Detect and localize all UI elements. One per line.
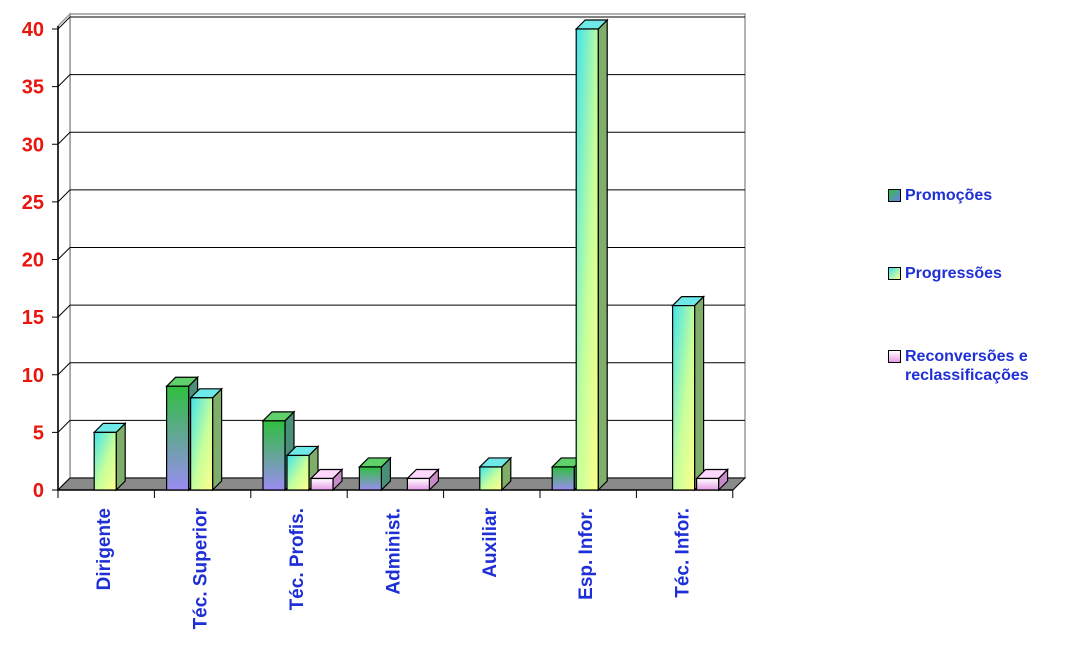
x-axis-ticks: Dirigente Téc. Superior Téc. Profis. Admini…: [57, 490, 734, 629]
bar-front: [310, 477, 334, 491]
y-tick-label: 15: [22, 307, 44, 329]
gridline-side: [57, 247, 71, 260]
y-tick-label: 20: [22, 250, 44, 272]
bar-reconversoes: [695, 468, 730, 492]
bar-front: [406, 477, 430, 491]
gridline-side: [57, 304, 71, 318]
y-tick-label: 30: [22, 134, 44, 156]
bar-reconversoes: [405, 468, 440, 492]
legend-item-promocoes: Promoções: [888, 186, 992, 205]
y-axis-ticks: 0 5 10 15 20 25 30 35 40: [22, 19, 58, 502]
bar-front: [190, 397, 214, 491]
y-tick-label: 25: [22, 192, 44, 214]
bar-front: [479, 466, 503, 491]
y-tick-label: 10: [22, 365, 44, 387]
gridline-side: [57, 362, 71, 376]
legend-swatch-reconversoes: [888, 350, 901, 363]
legend-swatch-progressoes: [888, 267, 901, 280]
floor-plane: [56, 477, 747, 491]
bar-promocoes: [357, 456, 392, 492]
bar-progressoes: [189, 387, 224, 492]
bar-side: [212, 387, 223, 492]
gridline-side: [57, 131, 71, 145]
bar-side: [693, 295, 705, 492]
bar-front: [575, 28, 599, 491]
bar-front: [166, 385, 190, 491]
bar-progressoes: [671, 295, 706, 492]
y-tick-label: 40: [22, 19, 44, 41]
legend-item-progressoes: Progressões: [888, 264, 1002, 283]
bars: [92, 18, 730, 492]
gridline-side: [57, 189, 71, 203]
bar-front: [262, 420, 286, 491]
x-tick-label: Esp. Infor.: [576, 508, 597, 600]
bar-front: [286, 454, 310, 491]
y-tick-label: 5: [33, 422, 44, 444]
gridline-side: [57, 74, 71, 87]
x-tick-label: Téc. Infor.: [673, 508, 694, 598]
bar-progressoes: [574, 18, 609, 492]
x-tick-label: Dirigente: [94, 508, 115, 590]
x-tick-label: Administ.: [383, 508, 404, 595]
y-tick-label: 35: [22, 77, 44, 99]
bar-reconversoes: [309, 468, 344, 492]
legend-swatch-promocoes: [888, 189, 901, 202]
x-tick-label: Téc. Superior: [191, 507, 212, 629]
bar-side: [115, 421, 126, 492]
legend-label-promocoes: Promoções: [905, 187, 993, 204]
bar-progressoes: [478, 456, 513, 492]
x-tick-label: Auxiliar: [480, 507, 501, 577]
legend-item-reconversoes: Reconversões e reclassificações: [888, 347, 1029, 385]
legend-label-reconversoes: Reconversões e reclassificações: [905, 348, 1029, 384]
bar-front: [93, 431, 117, 491]
gridline-side: [57, 420, 71, 433]
bar-front: [671, 305, 696, 491]
plot-frame: [57, 12, 746, 492]
legend-label-progressoes: Progressões: [905, 265, 1002, 282]
gridline-side: [57, 16, 71, 30]
bar-progressoes: [92, 421, 127, 492]
bar-front: [551, 466, 575, 491]
bar-front: [695, 477, 720, 491]
bar-side: [597, 18, 608, 492]
y-tick-label: 0: [33, 480, 44, 502]
bar-front: [358, 466, 382, 491]
x-tick-label: Téc. Profis.: [287, 508, 308, 610]
